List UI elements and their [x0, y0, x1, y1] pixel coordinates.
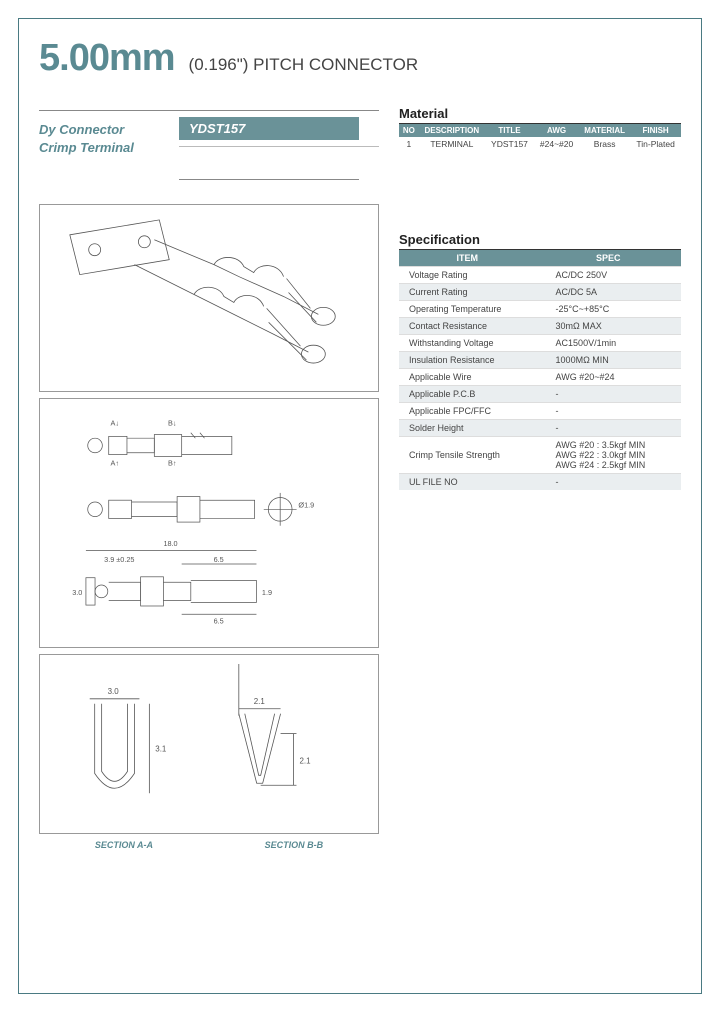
title-sub: (0.196") PITCH CONNECTOR: [189, 55, 419, 75]
spec-item: Insulation Resistance: [399, 352, 536, 369]
material-col-header: FINISH: [630, 124, 681, 137]
material-table: NODESCRIPTIONTITLEAWGMATERIALFINISH 1TER…: [399, 124, 681, 151]
spec-column: Specification ITEMSPEC Voltage RatingAC/…: [399, 204, 681, 850]
material-cell: TERMINAL: [419, 137, 485, 151]
material-title: Material: [399, 106, 681, 121]
spec-value: 1000MΩ MIN: [536, 352, 681, 369]
spec-value: AC1500V/1min: [536, 335, 681, 352]
spec-row: Withstanding VoltageAC1500V/1min: [399, 335, 681, 352]
spec-value: AWG #20~#24: [536, 369, 681, 386]
spec-value: AWG #20 : 3.5kgf MINAWG #22 : 3.0kgf MIN…: [536, 437, 681, 474]
spec-item: Current Rating: [399, 284, 536, 301]
orthographic-drawing: A↓ A↑ B↓ B↑ Ø1.9 18.0: [39, 398, 379, 648]
spec-row: UL FILE NO-: [399, 474, 681, 491]
spec-row: Operating Temperature-25°C~+85°C: [399, 301, 681, 318]
material-cell: Tin-Plated: [630, 137, 681, 151]
material-row: 1TERMINALYDST157#24~#20BrassTin-Plated: [399, 137, 681, 151]
svg-text:B↓: B↓: [168, 418, 177, 427]
spec-title: Specification: [399, 232, 681, 247]
material-cell: #24~#20: [534, 137, 579, 151]
spec-row: Applicable WireAWG #20~#24: [399, 369, 681, 386]
spec-row: Applicable P.C.B-: [399, 386, 681, 403]
svg-text:1.9: 1.9: [262, 588, 272, 597]
spec-row: Crimp Tensile StrengthAWG #20 : 3.5kgf M…: [399, 437, 681, 474]
spec-section: Specification ITEMSPEC Voltage RatingAC/…: [399, 232, 681, 490]
spec-col-header: SPEC: [536, 250, 681, 267]
svg-text:A↑: A↑: [110, 459, 119, 468]
spec-item: Applicable FPC/FFC: [399, 403, 536, 420]
svg-text:2.1: 2.1: [254, 697, 266, 706]
header-row: Dy Connector Crimp Terminal YDST157 Mate…: [39, 106, 681, 180]
datasheet-page: 5.00mm (0.196") PITCH CONNECTOR Dy Conne…: [18, 18, 702, 994]
spec-value: -: [536, 386, 681, 403]
spec-value: -: [536, 420, 681, 437]
section-a-label: SECTION A-A: [95, 840, 153, 850]
spec-item: Withstanding Voltage: [399, 335, 536, 352]
part-number-badge: YDST157: [179, 117, 359, 140]
spec-item: Solder Height: [399, 420, 536, 437]
material-col-header: DESCRIPTION: [419, 124, 485, 137]
spec-item: Voltage Rating: [399, 267, 536, 284]
spec-row: Voltage RatingAC/DC 250V: [399, 267, 681, 284]
spec-value: -: [536, 403, 681, 420]
spec-col-header: ITEM: [399, 250, 536, 267]
spec-row: Solder Height-: [399, 420, 681, 437]
section-labels: SECTION A-A SECTION B-B: [39, 840, 379, 850]
title-row: 5.00mm (0.196") PITCH CONNECTOR: [39, 37, 681, 80]
spec-row: Contact Resistance30mΩ MAX: [399, 318, 681, 335]
spec-value: 30mΩ MAX: [536, 318, 681, 335]
header-left: Dy Connector Crimp Terminal YDST157: [39, 106, 379, 180]
spec-value: -: [536, 474, 681, 491]
drawings-column: A↓ A↑ B↓ B↑ Ø1.9 18.0: [39, 204, 379, 850]
main-grid: A↓ A↑ B↓ B↑ Ø1.9 18.0: [39, 204, 681, 850]
material-cell: 1: [399, 137, 419, 151]
isometric-drawing: [39, 204, 379, 392]
spec-value: -25°C~+85°C: [536, 301, 681, 318]
spec-item: UL FILE NO: [399, 474, 536, 491]
material-col-header: TITLE: [485, 124, 534, 137]
product-line2: Crimp Terminal: [39, 140, 134, 155]
material-col-header: AWG: [534, 124, 579, 137]
material-col-header: NO: [399, 124, 419, 137]
spec-item: Contact Resistance: [399, 318, 536, 335]
svg-text:3.9 ±0.25: 3.9 ±0.25: [104, 555, 134, 564]
svg-text:A↓: A↓: [110, 418, 119, 427]
svg-text:6.5: 6.5: [214, 616, 224, 625]
svg-text:18.0: 18.0: [163, 539, 177, 548]
spec-item: Applicable P.C.B: [399, 386, 536, 403]
svg-text:3.0: 3.0: [108, 687, 120, 696]
spec-table: ITEMSPEC Voltage RatingAC/DC 250VCurrent…: [399, 250, 681, 490]
spec-item: Applicable Wire: [399, 369, 536, 386]
spec-item: Crimp Tensile Strength: [399, 437, 536, 474]
section-b-label: SECTION B-B: [265, 840, 324, 850]
material-section: Material NODESCRIPTIONTITLEAWGMATERIALFI…: [399, 106, 681, 180]
section-drawing: 3.0 3.1 2.1 2.1: [39, 654, 379, 834]
material-col-header: MATERIAL: [579, 124, 630, 137]
spec-row: Insulation Resistance1000MΩ MIN: [399, 352, 681, 369]
material-cell: Brass: [579, 137, 630, 151]
spec-value: AC/DC 5A: [536, 284, 681, 301]
spec-row: Applicable FPC/FFC-: [399, 403, 681, 420]
spec-row: Current RatingAC/DC 5A: [399, 284, 681, 301]
product-name: Dy Connector Crimp Terminal: [39, 117, 179, 156]
spec-value: AC/DC 250V: [536, 267, 681, 284]
svg-text:6.5: 6.5: [214, 555, 224, 564]
svg-text:2.1: 2.1: [299, 757, 311, 766]
svg-text:3.1: 3.1: [155, 745, 167, 754]
title-main: 5.00mm: [39, 37, 175, 80]
spec-item: Operating Temperature: [399, 301, 536, 318]
svg-text:Ø1.9: Ø1.9: [298, 500, 314, 509]
material-cell: YDST157: [485, 137, 534, 151]
product-line1: Dy Connector: [39, 122, 124, 137]
svg-text:3.0: 3.0: [72, 588, 82, 597]
svg-text:B↑: B↑: [168, 459, 177, 468]
